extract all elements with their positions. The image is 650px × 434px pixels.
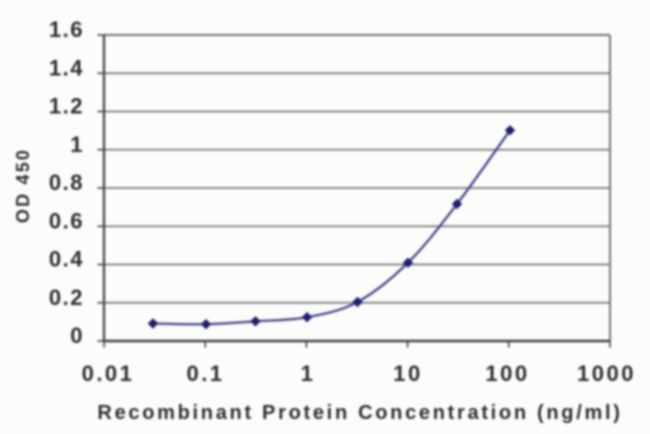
svg-text:1000: 1000	[577, 361, 636, 386]
svg-text:OD 450: OD 450	[13, 148, 33, 223]
svg-text:1.2: 1.2	[49, 94, 84, 119]
svg-text:Recombinant Protein Concentrat: Recombinant Protein Concentration (ng/ml…	[97, 402, 622, 424]
svg-text:1: 1	[301, 361, 316, 386]
svg-text:1.4: 1.4	[49, 55, 84, 80]
svg-text:0: 0	[70, 323, 84, 348]
svg-text:0.8: 0.8	[49, 170, 84, 195]
svg-text:0.4: 0.4	[49, 247, 84, 272]
svg-text:100: 100	[485, 361, 529, 386]
svg-text:0.6: 0.6	[49, 208, 84, 233]
svg-text:1.6: 1.6	[49, 17, 84, 42]
svg-text:10: 10	[393, 361, 422, 386]
svg-text:0.2: 0.2	[49, 285, 84, 310]
svg-text:0.01: 0.01	[82, 361, 135, 386]
svg-text:0.1: 0.1	[186, 361, 224, 386]
svg-text:1: 1	[70, 132, 84, 157]
